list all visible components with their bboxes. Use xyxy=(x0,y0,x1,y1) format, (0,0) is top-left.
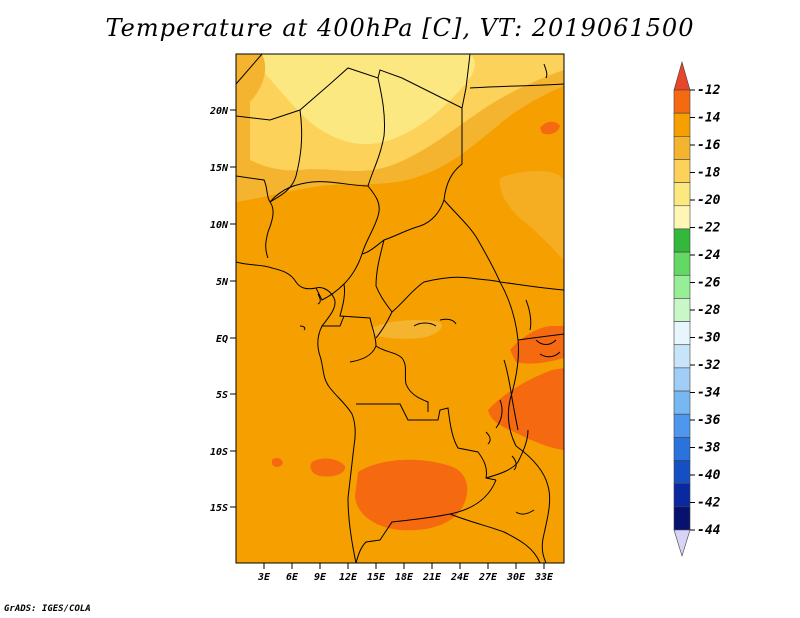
lat-tick-10S: 10S xyxy=(210,447,236,458)
colorbar-label: -44 xyxy=(697,523,721,538)
lat-tick-10N: 10N xyxy=(210,220,236,231)
lat-tick-15S: 15S xyxy=(210,503,236,514)
colorbar-label: -28 xyxy=(697,303,721,318)
lon-tick-21E: 21E xyxy=(422,563,442,583)
colorbar-label: -24 xyxy=(697,248,721,263)
colorbar-label: -40 xyxy=(697,468,721,483)
lat-label: 10S xyxy=(210,447,228,458)
lon-label: 33E xyxy=(534,572,554,583)
grads-credit: GrADS: IGES/COLA xyxy=(4,604,91,614)
lat-label: 5N xyxy=(216,277,229,288)
lat-tick-15N: 15N xyxy=(210,163,236,174)
colorbar-swatch xyxy=(673,390,691,415)
lon-tick-9E: 9E xyxy=(314,563,327,583)
lon-label: 30E xyxy=(506,572,526,583)
colorbar-label: -18 xyxy=(697,166,721,181)
lat-tick-EQ: EQ xyxy=(216,334,236,345)
colorbar-swatch xyxy=(673,460,691,484)
lat-label: 5S xyxy=(216,390,228,401)
map-title: Temperature at 400hPa [C], VT: 201906150… xyxy=(105,14,695,42)
colorbar-swatch xyxy=(673,89,691,114)
lon-tick-3E: 3E xyxy=(257,563,271,583)
lon-label: 27E xyxy=(478,572,498,583)
temperature-map xyxy=(236,54,564,563)
lon-tick-12E: 12E xyxy=(339,563,358,583)
colorbar-label: -38 xyxy=(697,441,721,456)
colorbar-label: -14 xyxy=(697,111,721,126)
latitude-axis: 20N 15N 10N 5N EQ 5S 10S 15S xyxy=(209,106,236,514)
lon-tick-15E: 15E xyxy=(367,563,386,583)
lon-tick-24E: 24E xyxy=(450,563,470,583)
colorbar-label: -16 xyxy=(697,138,721,153)
colorbar-label: -26 xyxy=(697,276,721,291)
lat-label: 20N xyxy=(209,106,229,117)
lon-tick-18E: 18E xyxy=(395,563,414,583)
colorbar-label: -36 xyxy=(697,413,721,428)
field-warm-patch-sw2 xyxy=(272,457,283,467)
field-warm-south xyxy=(355,459,468,531)
map-frame xyxy=(235,53,565,564)
field-cool-patch-ne xyxy=(499,170,564,260)
colorbar-swatch xyxy=(673,136,691,160)
country-boundaries xyxy=(236,54,564,563)
field-warm-patch-ne xyxy=(540,121,560,135)
colorbar-swatch xyxy=(673,298,691,322)
lon-tick-6E: 6E xyxy=(286,563,299,583)
colorbar-label: -42 xyxy=(697,496,721,511)
lon-label: 9E xyxy=(314,572,327,583)
colorbar-label: -22 xyxy=(697,221,721,236)
longitude-axis: 3E 6E 9E 12E 15E 18E 21E 24E xyxy=(257,563,554,583)
lat-tick-5S: 5S xyxy=(216,390,236,401)
colorbar-label: -20 xyxy=(697,193,721,208)
colorbar-swatch xyxy=(673,413,691,438)
lat-label: EQ xyxy=(216,334,228,345)
field-warm-east xyxy=(488,368,564,450)
lat-tick-5N: 5N xyxy=(216,277,236,288)
lon-tick-33E: 33E xyxy=(534,563,554,583)
colorbar-swatch xyxy=(673,344,691,369)
colorbar-swatch xyxy=(673,205,691,230)
lat-label: 15N xyxy=(210,163,229,174)
colorbar-swatch xyxy=(673,483,691,508)
colorbar-swatch xyxy=(673,437,691,461)
lon-tick-30E: 30E xyxy=(506,563,526,583)
colorbar-label: -12 xyxy=(697,83,721,98)
colorbar-label: -30 xyxy=(697,331,721,346)
lon-label: 12E xyxy=(339,572,358,583)
lat-tick-20N: 20N xyxy=(209,106,236,117)
colorbar-swatch xyxy=(673,506,691,531)
field-coolest-north xyxy=(262,54,475,145)
colorbar-swatch xyxy=(673,159,691,183)
lat-label: 10N xyxy=(210,220,229,231)
colorbar-label: -34 xyxy=(697,386,721,401)
lon-tick-27E: 27E xyxy=(478,563,498,583)
colorbar-swatch xyxy=(673,182,691,207)
colorbar-overflow-low xyxy=(673,529,691,558)
lon-label: 21E xyxy=(422,572,442,583)
lon-label: 3E xyxy=(257,572,271,583)
colorbar-swatch xyxy=(673,367,691,392)
lon-label: 6E xyxy=(286,572,299,583)
field-warm-patch-sw xyxy=(310,458,346,477)
colorbar-label: -32 xyxy=(697,358,721,373)
lon-label: 18E xyxy=(395,572,414,583)
colorbar-swatch xyxy=(673,321,691,346)
colorbar-swatch xyxy=(673,251,691,276)
field-cool-patch-central xyxy=(372,320,442,339)
lon-label: 15E xyxy=(367,572,386,583)
colorbar-swatch xyxy=(673,228,691,253)
field-cooler-nw-patch xyxy=(236,54,266,110)
colorbar-swatch xyxy=(673,274,691,299)
colorbar-swatch xyxy=(673,112,691,137)
lon-label: 24E xyxy=(450,572,470,583)
colorbar: -12 -14 -16 -18 -20 -22 -24 -26 -28 -30 -32 -34 -36 -… xyxy=(673,60,721,558)
colorbar-overflow-high xyxy=(673,60,691,91)
lat-label: 15S xyxy=(210,503,228,514)
